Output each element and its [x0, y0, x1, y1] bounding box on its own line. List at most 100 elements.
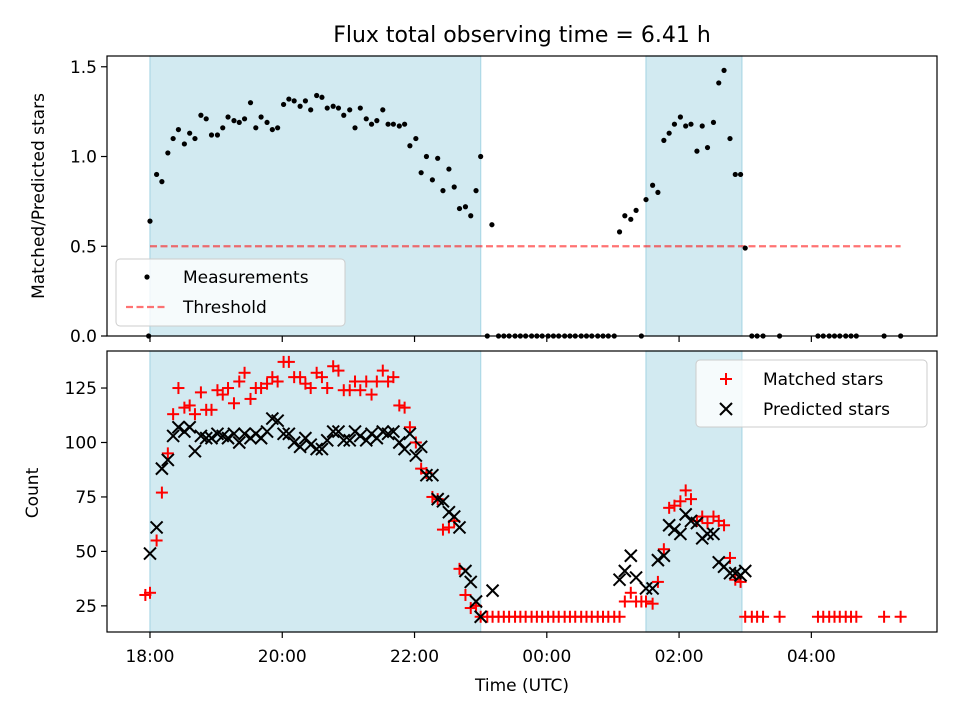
matched-star-point	[150, 534, 163, 547]
x-tick-label: 18:00	[125, 647, 174, 667]
x-tick-label: 22:00	[390, 647, 439, 667]
measurement-point	[643, 196, 649, 203]
measurement-point	[688, 121, 694, 127]
measurement-point	[742, 245, 748, 251]
measurement-point	[380, 107, 386, 113]
measurement-point	[181, 141, 187, 147]
measurement-point	[468, 213, 474, 219]
measurement-point	[456, 205, 463, 212]
matched-star-point	[370, 375, 383, 388]
measurement-point	[352, 125, 358, 131]
predicted-star-point	[161, 453, 175, 467]
matched-star-point	[646, 597, 659, 610]
matched-star-point	[216, 388, 229, 401]
predicted-star-point	[452, 520, 467, 535]
measurement-point	[231, 118, 237, 124]
measurement-point	[473, 188, 479, 194]
measurement-point	[308, 107, 314, 113]
matched-star-point	[227, 397, 240, 410]
predicted-star-point	[629, 570, 643, 585]
predicted-star-point	[690, 516, 704, 530]
predicted-star-point	[738, 564, 752, 578]
measurement-point	[628, 216, 634, 222]
predicted-star-point	[237, 427, 252, 441]
predicted-star-point	[397, 442, 412, 456]
measurement-point	[247, 100, 254, 106]
measurement-point	[319, 94, 325, 100]
measurement-point	[208, 132, 215, 138]
matched-star-point	[657, 543, 670, 556]
matched-star-point	[178, 401, 191, 414]
bottom-y-tick-label: 125	[65, 379, 97, 399]
measurement-point	[451, 184, 457, 190]
measurement-point	[192, 135, 198, 142]
top-y-tick-label: 0.0	[70, 327, 97, 347]
predicted-star-point	[337, 433, 351, 448]
measurement-point	[650, 182, 656, 188]
measurement-point	[721, 67, 727, 73]
matched-star-point	[436, 523, 449, 536]
matched-star-point	[205, 403, 218, 416]
measurement-point	[413, 135, 419, 142]
measurement-point	[710, 119, 717, 126]
matched-star-point	[143, 586, 156, 599]
measurement-point	[737, 171, 744, 178]
measurement-point	[616, 229, 623, 235]
measurement-point	[402, 121, 408, 127]
predicted-star-point	[227, 427, 241, 441]
matched-star-point	[718, 519, 731, 532]
measurement-point	[677, 114, 683, 120]
measurement-point	[699, 123, 705, 129]
measurement-point	[154, 171, 160, 178]
bottom-y-tick-label: 50	[75, 542, 97, 562]
matched-star-point	[403, 421, 416, 434]
predicted-star-point	[326, 424, 340, 439]
matched-star-point	[894, 610, 907, 623]
measurement-point	[622, 213, 628, 219]
matched-star-point	[365, 388, 378, 401]
matched-star-point	[238, 366, 251, 379]
measurement-point	[446, 166, 452, 172]
bottom-y-tick-label: 75	[75, 488, 97, 508]
predicted-star-point	[270, 413, 285, 428]
matched-star-point	[393, 399, 406, 412]
predicted-star-point	[667, 522, 682, 537]
x-tick-label: 02:00	[655, 647, 704, 667]
measurement-point	[165, 150, 171, 156]
chart-title: Flux total observing time = 6.41 h	[333, 23, 711, 48]
measurement-point	[170, 135, 176, 142]
matched-star-point	[850, 610, 863, 623]
predicted-star-point	[232, 435, 246, 450]
predicted-star-point	[282, 427, 296, 441]
measurement-point	[264, 119, 270, 126]
measurement-point	[390, 121, 396, 127]
predicted-star-point	[436, 494, 450, 509]
measurement-point	[159, 179, 165, 185]
predicted-star-point	[386, 424, 401, 439]
measurement-point	[418, 170, 424, 176]
matched-star-point	[244, 392, 257, 405]
legend-predicted-label: Predicted stars	[763, 400, 890, 420]
predicted-star-point	[315, 442, 329, 456]
measurement-point	[368, 121, 375, 127]
matched-star-point	[684, 493, 697, 506]
measurement-point	[423, 153, 430, 160]
measurement-point	[175, 126, 182, 133]
matched-star-point	[315, 371, 328, 384]
measurement-point	[335, 105, 342, 111]
matched-star-point	[773, 610, 786, 623]
measurement-point	[214, 132, 221, 138]
matched-star-point	[222, 382, 235, 395]
measurement-point	[314, 92, 320, 99]
measurement-point	[302, 98, 309, 104]
measurement-point	[363, 116, 369, 122]
measurement-point	[633, 207, 639, 213]
predicted-star-point	[425, 468, 440, 482]
predicted-star-point	[618, 564, 632, 578]
bottom-plot-frame	[106, 350, 938, 633]
matched-star-point	[233, 375, 246, 388]
matched-star-point	[701, 517, 714, 530]
matched-star-point	[343, 384, 356, 397]
measurement-point	[462, 204, 469, 210]
matched-star-point	[172, 382, 185, 395]
